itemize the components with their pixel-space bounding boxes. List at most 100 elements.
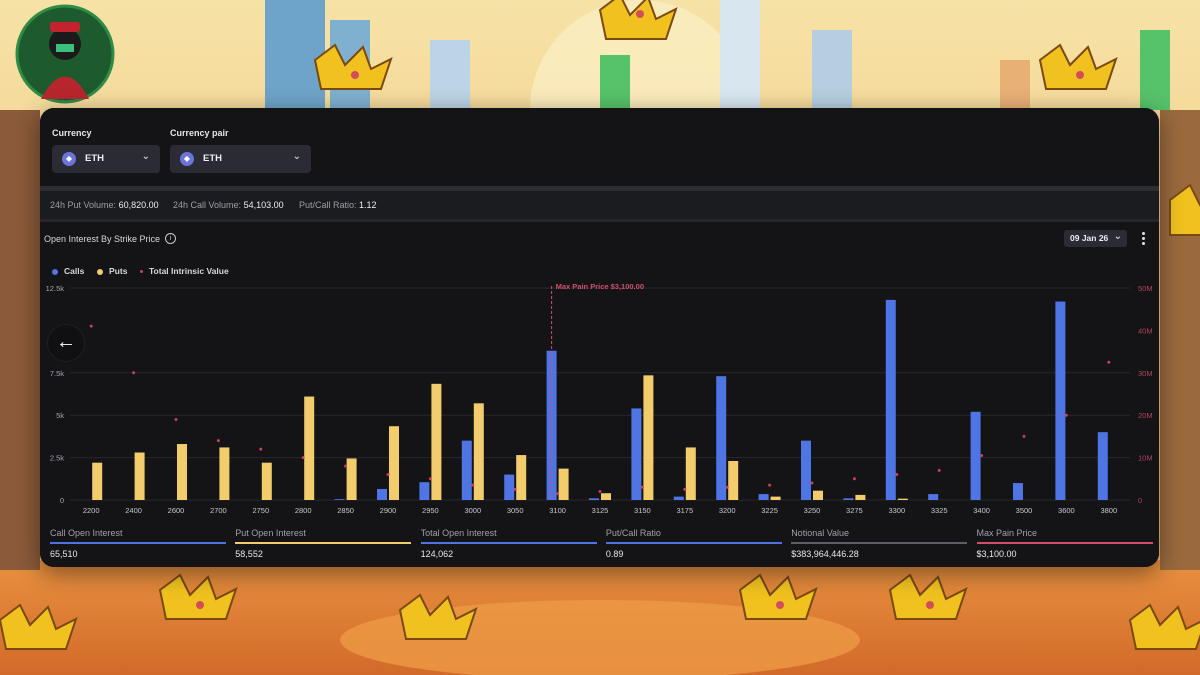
intrinsic-value-point	[937, 468, 941, 472]
intrinsic-value-point	[174, 417, 178, 421]
chevron-down-icon: ⌄	[141, 151, 150, 162]
puts-bar	[601, 493, 611, 500]
calls-bar	[1055, 301, 1066, 500]
calls-bar	[801, 440, 811, 500]
chevron-down-icon: ⌄	[1113, 231, 1122, 242]
x-tick-label: 2950	[422, 506, 439, 515]
calls-bar	[631, 408, 642, 500]
calls-bar	[1013, 483, 1023, 500]
x-tick-label: 3275	[846, 506, 863, 515]
x-tick-label: 3400	[973, 506, 990, 515]
put-volume-stat: 24h Put Volume: 60,820.00	[50, 200, 159, 210]
calls-bar	[843, 498, 854, 500]
put-volume-value: 60,820.00	[118, 200, 159, 210]
x-tick-label: 2750	[252, 506, 269, 515]
intrinsic-value-point	[640, 485, 644, 489]
puts-bar	[813, 490, 823, 500]
divider	[40, 186, 1159, 191]
metric-notional-value: Notional Value $383,964,446.28	[791, 528, 968, 559]
metric-value: $383,964,446.28	[791, 549, 859, 559]
info-icon[interactable]: i	[165, 233, 176, 244]
puts-bar	[643, 375, 654, 500]
intrinsic-value-point	[301, 456, 305, 460]
back-arrow-button[interactable]: ←	[48, 325, 84, 361]
metric-label: Call Open Interest	[50, 528, 123, 538]
metric-label: Put/Call Ratio	[605, 528, 661, 538]
puts-bar	[685, 447, 696, 500]
metric-put-call-ratio: Put/Call Ratio 0.89	[605, 528, 782, 559]
x-tick-label: 3100	[549, 506, 566, 515]
metric-value: 58,552	[235, 549, 263, 559]
x-tick-label: 2600	[168, 506, 185, 515]
metric-underline	[50, 542, 226, 544]
expiry-date-select[interactable]: 09 Jan 26 ⌄	[1064, 230, 1127, 247]
currency-pair-select[interactable]: ◆ ETH ⌄	[170, 145, 311, 173]
intrinsic-value-point	[980, 453, 984, 457]
currency-value: ETH	[85, 153, 104, 164]
legend-puts[interactable]: Puts	[97, 266, 127, 276]
intrinsic-value-point	[1022, 434, 1026, 438]
intrinsic-value-point	[132, 371, 136, 375]
intrinsic-value-point	[683, 487, 687, 491]
metric-label: Max Pain Price	[976, 528, 1038, 538]
calls-bar	[716, 376, 727, 500]
legend-total-intrinsic-value[interactable]: Total Intrinsic Value	[140, 266, 229, 276]
currency-controls: Currency ◆ ETH ⌄ Currency pair ◆ ETH ⌄	[40, 108, 1159, 186]
metric-underline	[791, 542, 968, 544]
currency-label: Currency	[52, 128, 92, 138]
metric-underline	[605, 542, 782, 544]
intrinsic-value-point	[344, 464, 348, 468]
intrinsic-value-point	[852, 477, 856, 481]
metric-value: 0.89	[605, 549, 624, 559]
intrinsic-value-point	[598, 490, 602, 494]
currency-select[interactable]: ◆ ETH ⌄	[52, 145, 160, 173]
metric-label: Total Open Interest	[420, 528, 497, 538]
calls-bar	[377, 488, 387, 500]
puts-bar	[219, 447, 230, 500]
legend-calls[interactable]: Calls	[52, 266, 84, 276]
y-right-tick-label: 30M	[1138, 369, 1153, 378]
calls-bar	[885, 299, 896, 500]
more-options-icon[interactable]	[1139, 231, 1147, 247]
x-tick-label: 2800	[295, 506, 312, 515]
puts-bar	[770, 496, 781, 500]
x-tick-label: 3150	[634, 506, 651, 515]
volume-stats: 24h Put Volume: 60,820.00 24h Call Volum…	[40, 191, 1159, 219]
currency-pair-label: Currency pair	[170, 128, 229, 138]
open-interest-chart: Open Interest By Strike Price i 09 Jan 2…	[40, 222, 1159, 567]
intrinsic-value-point	[1064, 413, 1068, 417]
y-left-tick-label: 2.5k	[50, 454, 64, 463]
x-tick-label: 2700	[210, 506, 227, 515]
puts-bar	[728, 460, 739, 500]
intrinsic-value-point	[1107, 360, 1111, 364]
x-tick-label: 3300	[888, 506, 905, 515]
puts-bar	[92, 462, 103, 500]
metric-call-open-interest: Call Open Interest 65,510	[50, 528, 226, 559]
x-tick-label: 3325	[931, 506, 948, 515]
calls-bar	[589, 498, 599, 500]
intrinsic-value-point	[810, 481, 814, 485]
metric-value: 65,510	[50, 549, 78, 559]
chart-title: Open Interest By Strike Price	[44, 234, 161, 244]
x-tick-label: 3800	[1100, 506, 1117, 515]
puts-bar	[134, 452, 145, 500]
puts-bar	[897, 498, 908, 500]
puts-bar	[177, 444, 187, 500]
intrinsic-value-point	[89, 324, 93, 328]
chart-plot: 0 2.5k 5k 7.5k 12.5k 0 10M 20M 30M 40M 50M 2200 2400…	[46, 282, 1153, 515]
intrinsic-value-point	[428, 477, 432, 481]
x-tick-label: 3000	[464, 506, 481, 515]
metric-underline	[420, 542, 597, 544]
call-volume-stat: 24h Call Volume: 54,103.00	[173, 200, 284, 210]
metric-value: 124,062	[420, 549, 454, 559]
puts-bar	[304, 396, 315, 500]
calls-bar	[970, 411, 981, 500]
calls-bar	[928, 494, 939, 500]
metric-underline	[235, 542, 412, 544]
put-call-ratio-stat: Put/Call Ratio: 1.12	[299, 200, 377, 210]
calls-bar	[419, 482, 430, 500]
put-call-ratio-value: 1.12	[359, 200, 377, 210]
y-left-tick-label: 0	[60, 496, 64, 505]
calls-bar	[758, 494, 769, 500]
metric-label: Put Open Interest	[235, 528, 306, 538]
